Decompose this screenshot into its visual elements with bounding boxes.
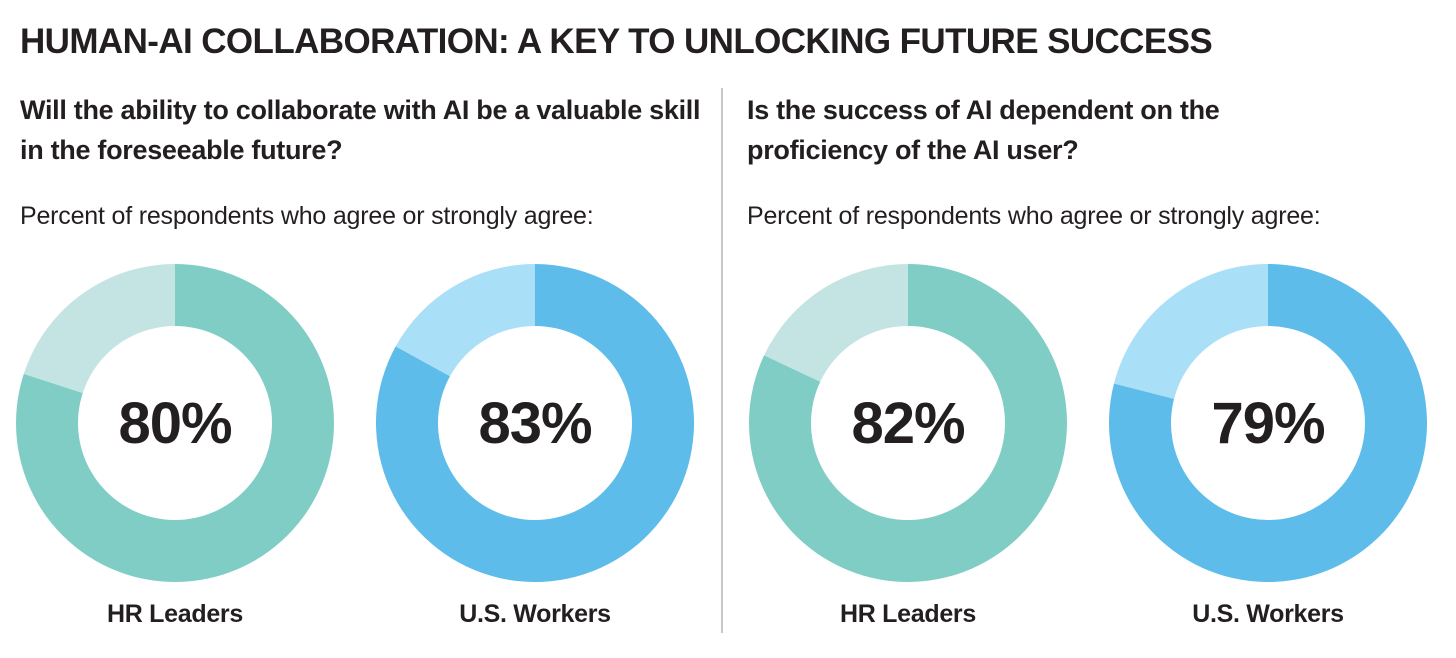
donut-svg [376,264,694,582]
donut-svg [16,264,335,582]
donut-segment-remainder [1113,264,1268,399]
donut-value: 80% [118,391,232,456]
donut-value: 79% [1211,391,1325,456]
donut-svg [1109,264,1427,582]
category-label: U.S. Workers [1192,600,1344,628]
subtitle-2: Percent of respondents who agree or stro… [747,202,1321,230]
page-title: HUMAN-AI COLLABORATION: A KEY TO UNLOCKI… [20,22,1213,61]
question-2: Is the success of AI dependent on the pr… [747,95,1220,165]
question-1: Will the ability to collaborate with AI … [20,95,701,165]
donut-value: 83% [478,391,592,456]
category-label: HR Leaders [107,600,243,628]
donut-hr-leaders-1: 80% [14,262,336,584]
divider [721,88,723,633]
donut-us-workers-1: 83% [374,262,696,584]
donut-segment-agree [16,264,335,582]
subtitle-1: Percent of respondents who agree or stro… [20,202,594,230]
category-label: U.S. Workers [459,600,611,628]
donut-svg [749,264,1067,582]
donut-value: 82% [851,391,965,456]
donut-hr-leaders-2: 82% [747,262,1069,584]
category-label: HR Leaders [840,600,976,628]
donut-segment-remainder [764,264,908,382]
donut-segment-agree [376,264,694,582]
donut-segment-agree [1109,264,1427,582]
donut-us-workers-2: 79% [1107,262,1429,584]
donut-segment-agree [749,264,1067,582]
donut-segment-remainder [395,264,535,377]
donut-segment-remainder [23,264,175,394]
